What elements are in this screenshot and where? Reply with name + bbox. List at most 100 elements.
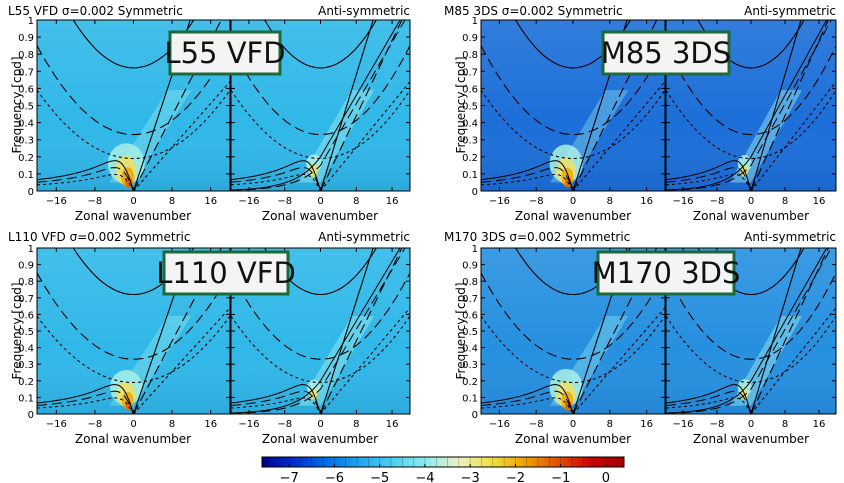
y-tick-label: 1: [28, 244, 34, 255]
right-title: Anti-symmetric: [744, 4, 836, 18]
y-tick-label: 0.6: [18, 310, 34, 321]
x-tick-label: 8: [169, 419, 175, 430]
x-tick-label: 8: [782, 196, 788, 207]
dispersion-curve: [264, 248, 377, 296]
y-tick-label: 0: [472, 187, 478, 198]
colorbar-tick-label: −7: [280, 471, 299, 483]
y-tick-label: 0.8: [462, 277, 478, 288]
y-tick-label: 0: [28, 410, 34, 421]
y-axis-label: Frequency [cpd]: [10, 56, 24, 153]
x-tick-label: −8: [529, 419, 544, 430]
x-tick-label: −16: [489, 196, 510, 207]
colorbar-gradient: [261, 456, 625, 468]
x-tick-label: −8: [710, 196, 725, 207]
rossby-curve: [37, 383, 230, 414]
x-tick-label: −16: [672, 196, 693, 207]
figure-label-box: [162, 250, 290, 296]
y-axis-label: Frequency [cpd]: [10, 282, 24, 379]
antisymmetric-panel: −16 −8 0 8 16: [230, 247, 411, 430]
dispersion-curve: [666, 45, 836, 136]
rossby-curve: [37, 397, 230, 414]
kelvin-line: [319, 20, 374, 191]
y-tick-label: 0.4: [18, 344, 34, 355]
x-tick-label: 16: [813, 196, 826, 207]
x-tick-label: 8: [607, 419, 613, 430]
x-tick-label: 16: [813, 419, 826, 430]
dispersion-curve: [514, 248, 632, 296]
kelvin-line: [319, 248, 374, 414]
x-tick-label: −16: [238, 196, 259, 207]
y-axis-label: Frequency [cpd]: [454, 282, 468, 379]
x-axis-label-left: Zonal wavenumber: [75, 432, 191, 446]
x-axis-label-right: Zonal wavenumber: [693, 432, 809, 446]
rossby-curve: [481, 160, 665, 191]
y-tick-label: 0.2: [18, 153, 34, 164]
x-tick-label: 16: [386, 196, 399, 207]
y-tick-label: 1: [472, 244, 478, 255]
left-title: L55 VFD σ=0.002 Symmetric: [8, 4, 183, 18]
rossby-curve: [666, 383, 836, 414]
x-axis-label-left: Zonal wavenumber: [515, 432, 631, 446]
x-tick-label: −8: [88, 196, 103, 207]
y-tick-label: 0.1: [462, 170, 478, 181]
colorbar-tick-label: −4: [415, 471, 434, 483]
y-tick-label: 1: [28, 16, 34, 27]
dispersion-curve: [481, 89, 665, 160]
y-tick-label: 0.1: [18, 170, 34, 181]
figure-m170-3ds: M170 3DS σ=0.002 Symmetric Anti-symmetri…: [444, 230, 837, 446]
kelvin-line: [750, 20, 802, 191]
kelvin-line: [750, 248, 829, 414]
y-tick-label: 0.9: [18, 33, 34, 44]
y-tick-label: 0.2: [462, 153, 478, 164]
y-tick-label: 0.4: [462, 119, 478, 130]
x-tick-label: −16: [46, 196, 67, 207]
rossby-curve: [481, 383, 665, 414]
x-tick-label: 16: [640, 196, 653, 207]
x-tick-label: 8: [169, 196, 175, 207]
x-tick-label: −8: [710, 419, 725, 430]
x-axis-label-right: Zonal wavenumber: [262, 432, 378, 446]
left-title: L110 VFD σ=0.002 Symmetric: [8, 230, 190, 244]
x-tick-label: −16: [238, 419, 259, 430]
figure-label: L110 VFD: [156, 256, 296, 290]
x-tick-label: 8: [607, 196, 613, 207]
x-tick-label: 0: [570, 419, 576, 430]
y-tick-label: 0.2: [462, 377, 478, 388]
y-tick-label: 0.9: [462, 261, 478, 272]
x-tick-label: 16: [640, 419, 653, 430]
y-tick-label: 0.7: [462, 294, 478, 305]
x-tick-label: 8: [353, 196, 359, 207]
x-tick-label: −8: [88, 419, 103, 430]
kelvin-line: [750, 307, 836, 414]
colorbar-tick-label: −2: [506, 471, 525, 483]
figure-label-box: [596, 250, 736, 296]
x-tick-label: 16: [386, 419, 399, 430]
x-tick-label: 0: [130, 196, 136, 207]
colorbar: −7 −6 −5 −4 −3 −2 −1 0: [261, 456, 625, 483]
figure-label: L55 VFD: [164, 36, 285, 70]
figure-label-box: [168, 30, 282, 76]
x-tick-label: −8: [277, 196, 292, 207]
dispersion-curve: [231, 89, 410, 160]
right-title: Anti-symmetric: [318, 230, 410, 244]
y-tick-label: 0.4: [18, 119, 34, 130]
mrg-curve: [231, 20, 406, 191]
dispersion-curve: [37, 315, 230, 384]
dispersion-curve: [231, 272, 410, 360]
x-tick-label: 16: [204, 419, 217, 430]
y-axis-label: Frequency [cpd]: [454, 56, 468, 153]
kelvin-line: [750, 20, 829, 191]
y-tick-label: 0: [472, 410, 478, 421]
right-title: Anti-symmetric: [318, 4, 410, 18]
rossby-curve: [666, 160, 836, 191]
dispersion-curve: [697, 20, 805, 69]
y-tick-label: 0.7: [18, 294, 34, 305]
y-tick-label: 0.9: [18, 261, 34, 272]
x-tick-label: 0: [317, 196, 323, 207]
dispersion-curve: [37, 272, 230, 360]
x-tick-label: −8: [277, 419, 292, 430]
dispersion-curve: [231, 315, 410, 384]
y-tick-label: 0.5: [18, 327, 34, 338]
y-tick-label: 0.7: [18, 67, 34, 78]
